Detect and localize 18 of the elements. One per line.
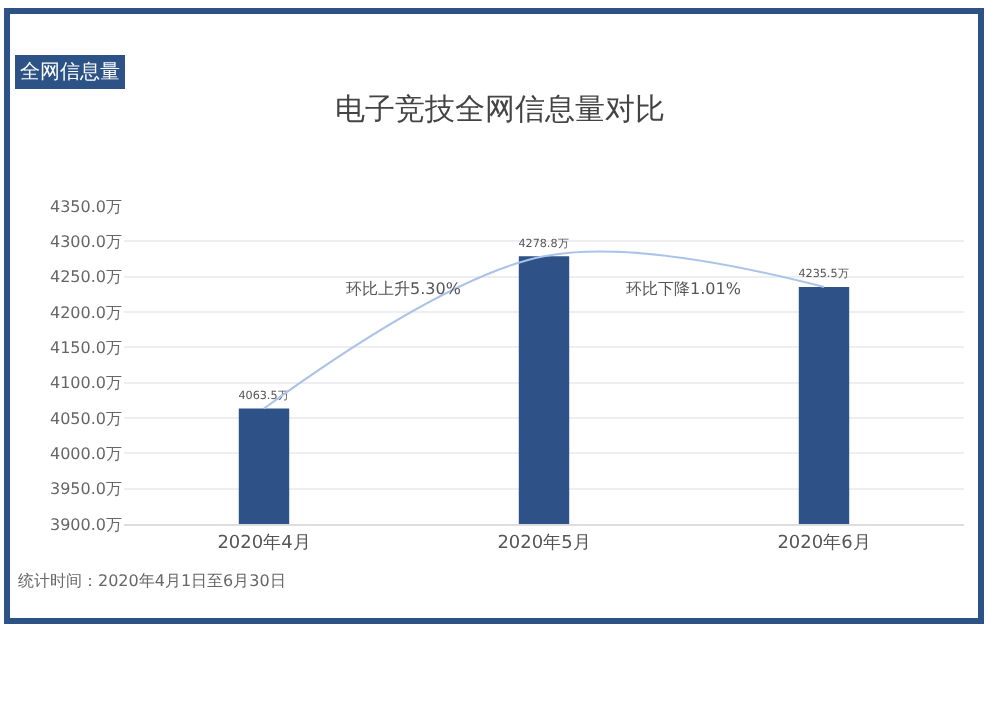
y-tick-label: 4150.0万	[50, 338, 122, 357]
y-tick-label: 4350.0万	[50, 197, 122, 216]
y-tick-label: 3950.0万	[50, 480, 122, 499]
x-tick-label: 2020年5月	[497, 531, 591, 554]
y-tick-label: 4300.0万	[50, 232, 122, 251]
x-tick-label: 2020年6月	[777, 531, 871, 554]
text: 统计时间：2020年4月1日至6月30日	[18, 572, 286, 590]
chart-title: 电子竞技全网信息量对比	[335, 91, 665, 128]
y-tick-label: 4100.0万	[50, 374, 122, 393]
y-tick-label: 4200.0万	[50, 303, 122, 322]
y-tick-label: 3900.0万	[50, 515, 122, 534]
y-tick-label: 4000.0万	[50, 444, 122, 463]
x-tick-label: 2020年4月	[217, 531, 311, 554]
y-tick-label: 4050.0万	[50, 409, 122, 428]
annotation: 环比下降1.01%	[626, 280, 742, 298]
text: 全网信息量	[20, 60, 120, 84]
y-tick-label: 4250.0万	[50, 268, 122, 287]
annotation: 环比上升5.30%	[346, 280, 462, 298]
